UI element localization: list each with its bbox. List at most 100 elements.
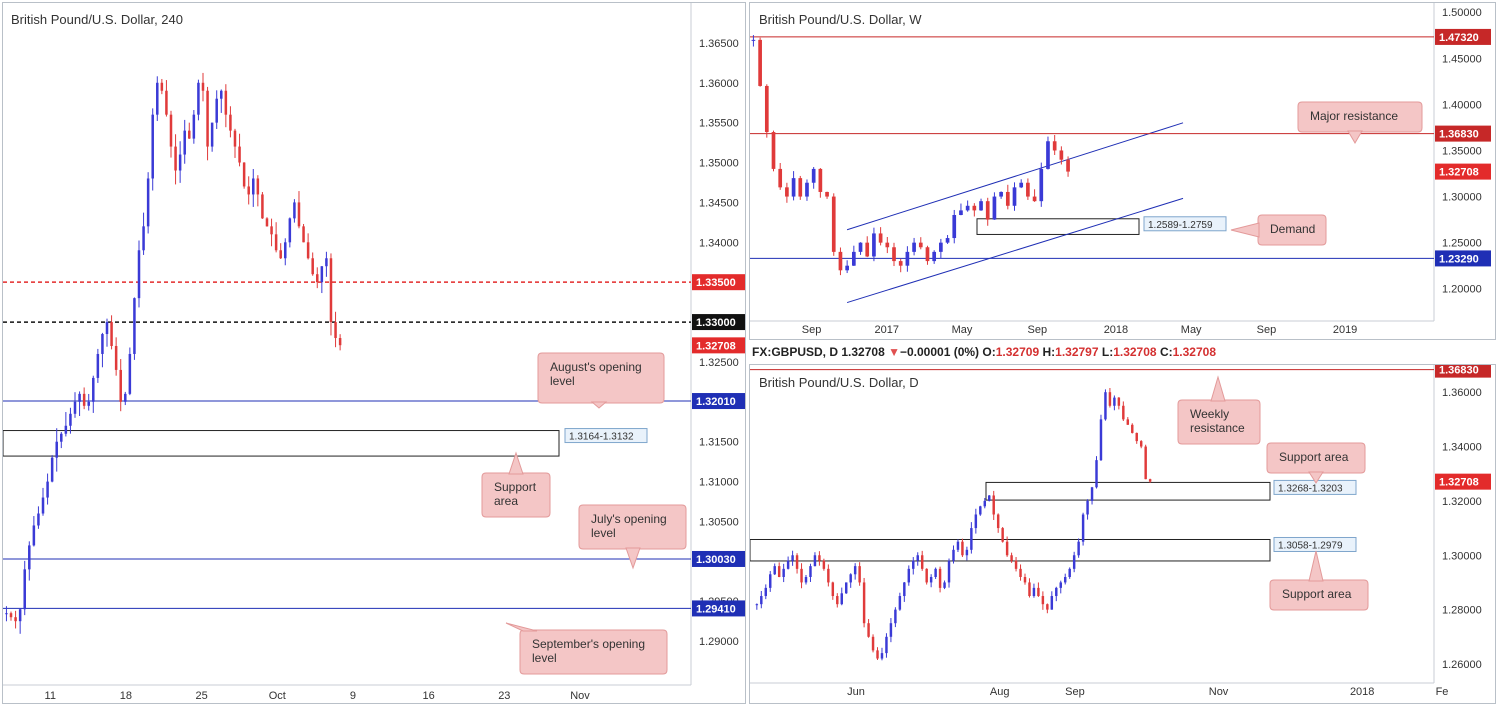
candle-body (92, 377, 95, 402)
d-callout-weekly-resistance-text: Weekly (1190, 407, 1229, 421)
ohlc-change: −0.00001 (0%) (899, 345, 980, 359)
candle-body (912, 560, 915, 569)
d-x-tick: 2018 (1350, 686, 1374, 698)
down-arrow-icon: ▼ (888, 345, 900, 359)
d-x-tick: Jun (847, 686, 865, 698)
candle-body (822, 560, 826, 569)
candle-body (1148, 479, 1152, 482)
candle-body (165, 90, 168, 115)
candle-body (119, 369, 122, 402)
candle-body (1046, 141, 1050, 169)
candle-body (764, 587, 768, 597)
w-x-tick: Sep (802, 324, 822, 336)
d-callout-support-2: Support area (1269, 550, 1369, 611)
candle-body (773, 566, 776, 575)
w-x-tick: 2018 (1104, 324, 1128, 336)
candle-body (1019, 182, 1024, 188)
candle-body (316, 274, 319, 283)
candle-body (1050, 596, 1054, 610)
candle-body (73, 401, 77, 414)
candle-body (105, 322, 109, 335)
h4-callout-support-box (481, 472, 551, 518)
candle-body (114, 345, 118, 370)
h4-zone-label: 1.3164-1.3132 (569, 432, 634, 443)
w-demand-zone (976, 218, 1140, 235)
candle-body (284, 242, 287, 259)
candle-body (160, 82, 164, 91)
candle-body (1052, 141, 1057, 151)
candle-body (142, 226, 145, 251)
candle-body (50, 457, 54, 482)
candle-body (858, 566, 861, 583)
h4-y-tick: 1.35000 (699, 158, 739, 170)
d-zone-label-2-bg (1273, 536, 1357, 552)
candle-body (1126, 419, 1130, 425)
candle-body (1066, 159, 1070, 172)
candle-body (87, 401, 90, 406)
candle-body (329, 258, 333, 323)
candle-body (1077, 541, 1080, 556)
candle-body (133, 298, 136, 354)
candle-body (1122, 405, 1125, 420)
w-price-tag: 1.23290 (1439, 253, 1479, 265)
candle-body (831, 582, 835, 597)
candle-body (805, 182, 809, 197)
w-x-tick: May (952, 324, 973, 336)
candle-body (795, 555, 799, 569)
d-callout-weekly-resistance-text: resistance (1190, 421, 1245, 435)
weekly-chart-panel: 1.20000 1.25000 1.30000 1.35000 1.40000 1.450… (749, 2, 1496, 340)
candle-body (192, 114, 196, 139)
candle-body (907, 568, 911, 583)
candle-body (270, 226, 273, 235)
candle-body (265, 218, 269, 227)
h4-x-tick: Nov (570, 690, 590, 702)
candle-body (804, 577, 808, 583)
candle-body (197, 82, 200, 115)
w-channel-lower (846, 197, 1184, 304)
candle-body (1086, 500, 1089, 515)
candle-body (128, 353, 132, 394)
candle-body (174, 146, 177, 171)
candle-body (306, 242, 310, 259)
candle-body (206, 90, 209, 147)
candle-body (952, 549, 955, 561)
w-callout-major-resistance-box (1297, 101, 1423, 133)
candle-body (777, 566, 781, 577)
candle-body (14, 617, 17, 622)
candle-body (156, 82, 159, 115)
candle-body (1068, 568, 1071, 577)
h4-price-tag-bg (692, 337, 745, 354)
candle-body (1139, 441, 1143, 447)
candle-body (1046, 604, 1049, 610)
candle-body (876, 650, 879, 659)
candle-body (1032, 196, 1037, 202)
w-price-tag: 1.36830 (1439, 129, 1479, 141)
candle-body (947, 560, 951, 583)
candle-body (320, 266, 324, 283)
candle-body (1039, 168, 1044, 202)
candle-body (992, 196, 997, 220)
h4-price-tag-bg (692, 314, 745, 331)
candle-body (1012, 187, 1017, 206)
candle-body (1019, 568, 1022, 577)
h4-y-tick: 1.35500 (699, 118, 739, 130)
candle-body (60, 433, 63, 442)
h4-price-tag-bg (692, 274, 745, 291)
candle-body (1023, 577, 1027, 583)
w-callout-major-resistance: Major resistance (1297, 101, 1423, 144)
h4-price-tag: 1.29410 (696, 603, 736, 615)
weekly-chart-title: British Pound/U.S. Dollar, W (759, 12, 922, 27)
candle-body (1001, 528, 1004, 542)
candle-body (858, 242, 863, 252)
candle-body (918, 242, 923, 248)
h4-callout-july-pointer (625, 547, 641, 570)
w-y-tick: 1.20000 (1442, 284, 1482, 296)
candle-body (18, 609, 22, 622)
h4-x-tick: Oct (269, 690, 286, 702)
candle-body (764, 85, 769, 133)
candle-body (827, 568, 830, 583)
candle-body (925, 568, 928, 583)
d-zone-label-1: 1.3268-1.3203 (1278, 483, 1343, 494)
candle-body (78, 393, 81, 402)
